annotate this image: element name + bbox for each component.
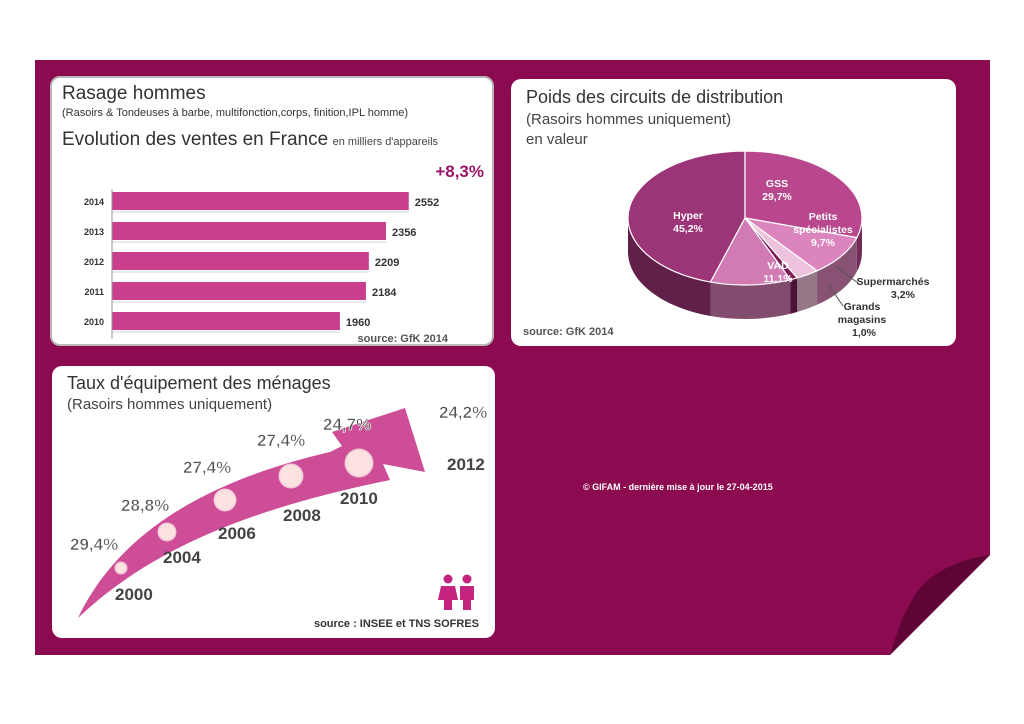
equipment-rate: 27,4% [183, 458, 231, 477]
equipment-subtitle: (Rasoirs hommes uniquement) [67, 396, 273, 413]
equipment-rate: 28,8% [121, 496, 169, 515]
sales-bar [112, 192, 409, 210]
sales-bar-value: 2209 [375, 257, 399, 269]
sales-bar [112, 252, 369, 270]
equipment-rate: 24,7% [323, 415, 371, 434]
sales-bar-chart: 2014 2552 2013 2356 2012 2209 2011 2184 2010 1960 [84, 189, 439, 339]
equipment-year: 2000 [115, 585, 153, 604]
equipment-point-inner [116, 563, 126, 573]
pie-slice-value: 1,0% [852, 327, 877, 339]
pie-slice-side [856, 218, 862, 272]
pie-slice-value: 3,2% [891, 289, 916, 301]
sales-bar [112, 282, 366, 300]
sales-panel-subtitle: (Rasoirs & Tondeuses à barbe, multifonct… [62, 107, 409, 119]
sales-bar [112, 312, 340, 330]
pie-slice-value: 11,1% [763, 273, 793, 285]
distribution-source: source: GfK 2014 [523, 326, 614, 338]
pie-slice-side [710, 279, 791, 319]
pie-slice-value: 9,7% [811, 237, 836, 249]
sales-bar-value: 2356 [392, 227, 416, 239]
pie-slice-name: Petits [809, 211, 838, 223]
pie-slice [627, 150, 746, 283]
sales-panel-title: Rasage hommes [62, 83, 206, 104]
pie-slice-name: VAD [767, 260, 789, 272]
sales-bar-category: 2012 [84, 257, 104, 267]
growth-label: +8,3% [435, 162, 484, 181]
pie-slice-side [790, 277, 798, 314]
sales-bar-value: 1960 [346, 317, 370, 329]
sales-source: source: GfK 2014 [357, 333, 448, 345]
sales-heading-unit: en milliers d'appareils [332, 136, 439, 148]
sales-bar-value: 2184 [372, 287, 397, 299]
distribution-subtitle-2: en valeur [526, 131, 588, 148]
people-icon [438, 574, 474, 610]
pie-slice-name: Supermarchés [857, 276, 930, 288]
equipment-year: 2008 [283, 506, 321, 525]
footer-update: © GIFAM - dernière mise à jour le 27-04-… [583, 482, 773, 492]
pie-slice-value: 45,2% [673, 223, 703, 235]
pie-slice-name: magasins [838, 314, 887, 326]
equipment-point-inner [215, 490, 235, 510]
sales-panel: Rasage hommes (Rasoirs & Tondeuses à bar… [50, 76, 494, 346]
distribution-subtitle: (Rasoirs hommes uniquement) [526, 111, 732, 128]
equipment-rate: 24,2% [439, 403, 487, 422]
equipment-source: source : INSEE et TNS SOFRES [313, 618, 479, 630]
equipment-year: 2010 [340, 489, 378, 508]
distribution-title: Poids des circuits de distribution [526, 87, 784, 107]
sales-bar-category: 2014 [84, 197, 104, 207]
pie-leader-line [827, 283, 844, 307]
pie-slice-name: Grands [844, 301, 881, 313]
pie-slice-side [628, 218, 711, 317]
pie-slice-name: GSS [766, 178, 788, 190]
sales-bar [112, 222, 386, 240]
sales-bar-category: 2011 [84, 287, 104, 297]
equipment-point-inner [159, 524, 175, 540]
equipment-point-inner [346, 450, 372, 476]
sales-heading-block: Evolution des ventes en France en millie… [62, 129, 438, 151]
pie-slice-side [797, 270, 818, 312]
equipment-year: 2006 [218, 524, 256, 543]
pie-slice-side [817, 237, 857, 305]
pie-slice [709, 216, 792, 286]
equipment-rate: 27,4% [257, 431, 305, 450]
equipment-arrow [78, 408, 425, 618]
sales-heading: Evolution des ventes en France [62, 129, 329, 150]
equipment-point-inner [280, 465, 302, 487]
equipment-year: 2004 [163, 548, 201, 567]
equipment-year: 2012 [447, 455, 485, 474]
sales-bar-value: 2552 [415, 197, 439, 209]
pie-leader-line [834, 265, 859, 284]
pie-slice-value: 29,7% [762, 191, 792, 203]
equipment-rate: 29,4% [70, 535, 118, 554]
sales-bar-category: 2010 [84, 317, 104, 327]
pie-slice-name: spécialistes [793, 224, 853, 236]
sales-bar-category: 2013 [84, 227, 104, 237]
pie-slice [744, 150, 863, 239]
pie-slice-name: Hyper [673, 210, 703, 222]
equipment-title: Taux d'équipement des ménages [67, 373, 331, 393]
page-curl [890, 555, 990, 655]
